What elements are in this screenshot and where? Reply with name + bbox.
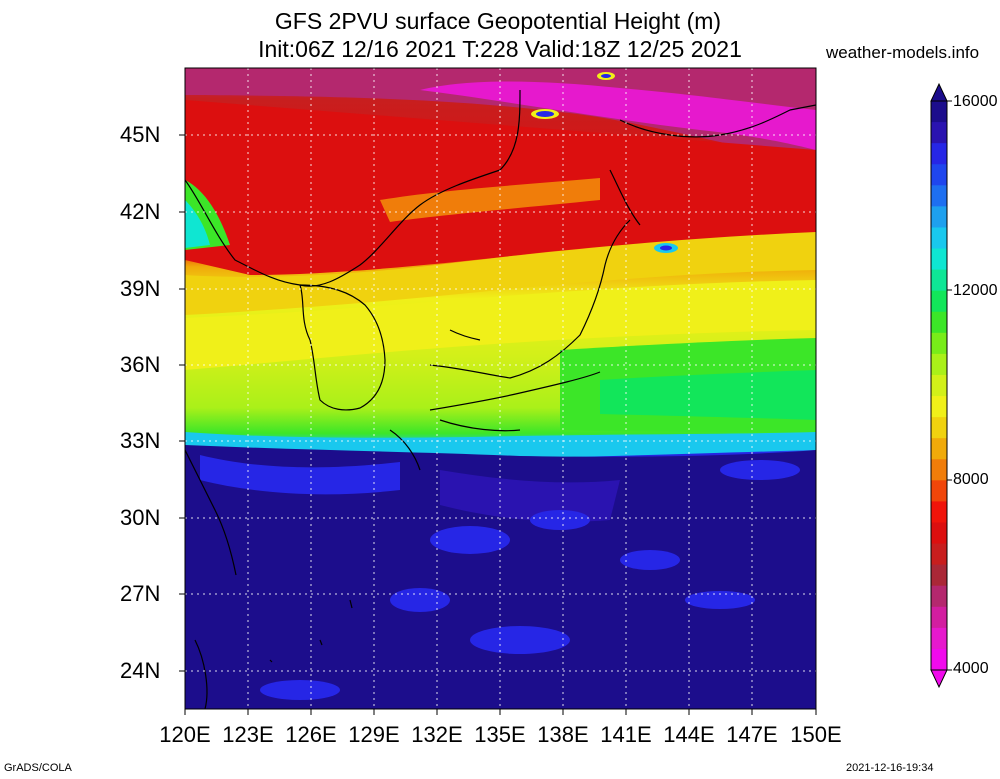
colorbar-swatch	[931, 143, 947, 165]
lat-label-24n: 24N	[120, 658, 161, 683]
colorbar-swatch	[931, 459, 947, 481]
lat-label-30n: 30N	[120, 505, 161, 530]
colorbar-swatch	[931, 269, 947, 292]
colorbar-swatch	[931, 501, 947, 523]
colorbar-swatch	[931, 438, 947, 460]
colorbar-swatch	[931, 353, 947, 376]
lat-label-42n: 42N	[120, 199, 161, 224]
lon-label-147e: 147E	[726, 722, 778, 747]
lat-label-27n: 27N	[120, 581, 161, 606]
lon-label-129e: 129E	[348, 722, 400, 747]
lon-label-135e: 135E	[474, 722, 526, 747]
colorbar-swatch	[931, 396, 947, 418]
lon-label-150e: 150E	[790, 722, 842, 747]
lon-label-144e: 144E	[663, 722, 715, 747]
colorbar-swatch	[931, 185, 947, 207]
lon-label-120e: 120E	[159, 722, 211, 747]
colorbar-bottom-arrow	[930, 669, 948, 689]
lon-label-132e: 132E	[411, 722, 463, 747]
timestamp: 2021-12-16-19:34	[846, 762, 934, 774]
lon-label-138e: 138E	[537, 722, 589, 747]
colorbar-swatch	[931, 522, 947, 545]
colorbar-label-8000: 8000	[953, 471, 989, 488]
colorbar-top-arrow	[930, 82, 948, 102]
colorbar-swatch	[931, 480, 947, 502]
colorbar-swatch	[931, 311, 947, 334]
colorbar-swatch	[931, 164, 947, 186]
colorbar-swatch	[931, 627, 947, 650]
colorbar-label-16000: 16000	[953, 93, 998, 110]
colorbar-swatch	[931, 543, 947, 566]
colorbar-swatch	[931, 206, 947, 228]
colorbar-swatch	[931, 585, 947, 608]
lon-label-126e: 126E	[285, 722, 337, 747]
colorbar-swatch	[931, 606, 947, 629]
title-line-2: Init:06Z 12/16 2021 T:228 Valid:18Z 12/2…	[258, 36, 742, 62]
colorbar-frame	[930, 100, 948, 671]
lon-label-123e: 123E	[222, 722, 274, 747]
colorbar-label-12000: 12000	[953, 282, 998, 299]
colorbar-label-4000: 4000	[953, 660, 989, 677]
colorbar-swatch	[931, 290, 947, 313]
title-line-1: GFS 2PVU surface Geopotential Height (m)	[274, 8, 722, 34]
colorbar-swatch	[931, 417, 947, 439]
colorbar-swatch	[931, 248, 947, 271]
colorbar-swatch	[931, 332, 947, 355]
height-field	[185, 68, 816, 709]
colorbar-swatch	[931, 122, 947, 144]
colorbar-swatch	[931, 101, 947, 123]
lat-label-45n: 45N	[120, 122, 161, 147]
colorbar	[930, 82, 952, 689]
colorbar-swatch	[931, 227, 947, 250]
lon-label-141e: 141E	[600, 722, 652, 747]
site-credit: weather-models.info	[826, 43, 980, 62]
lat-label-33n: 33N	[120, 428, 161, 453]
colorbar-swatch	[931, 374, 947, 397]
graticule	[185, 68, 816, 709]
software-credit: GrADS/COLA	[4, 762, 72, 774]
lat-label-39n: 39N	[120, 276, 161, 301]
colorbar-swatch	[931, 648, 947, 671]
lat-label-36n: 36N	[120, 352, 161, 377]
colorbar-swatch	[931, 564, 947, 587]
